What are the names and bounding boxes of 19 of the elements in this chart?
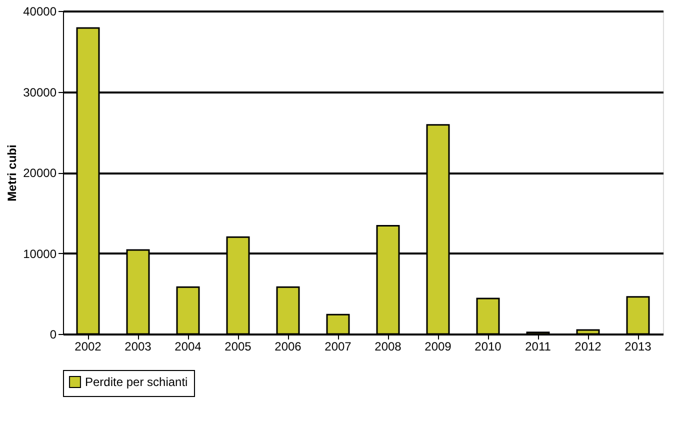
x-tick-label: 2009 (424, 340, 452, 354)
x-tick-label: 2004 (174, 340, 202, 354)
y-tick-label: 40000 (23, 4, 57, 18)
x-tick-label: 2012 (574, 340, 602, 354)
x-tick-label: 2002 (74, 340, 102, 354)
x-tick-label: 2006 (274, 340, 302, 354)
legend-label: Perdite per schianti (85, 375, 188, 389)
x-tick-label: 2007 (324, 340, 352, 354)
y-tick-label: 10000 (23, 246, 57, 261)
y-tick-label: 20000 (23, 166, 57, 180)
x-tick-label: 2005 (224, 340, 252, 354)
y-tick-label: 0 (50, 328, 57, 342)
x-tick-label: 2008 (374, 340, 402, 354)
y-axis-title: Metri cubi (5, 144, 20, 202)
y-tick-label: 30000 (23, 85, 57, 100)
x-tick-label: 2003 (124, 340, 152, 354)
x-tick-label: 2011 (525, 340, 552, 354)
x-tick-label: 2013 (624, 340, 652, 354)
x-tick-label: 2010 (474, 340, 502, 354)
